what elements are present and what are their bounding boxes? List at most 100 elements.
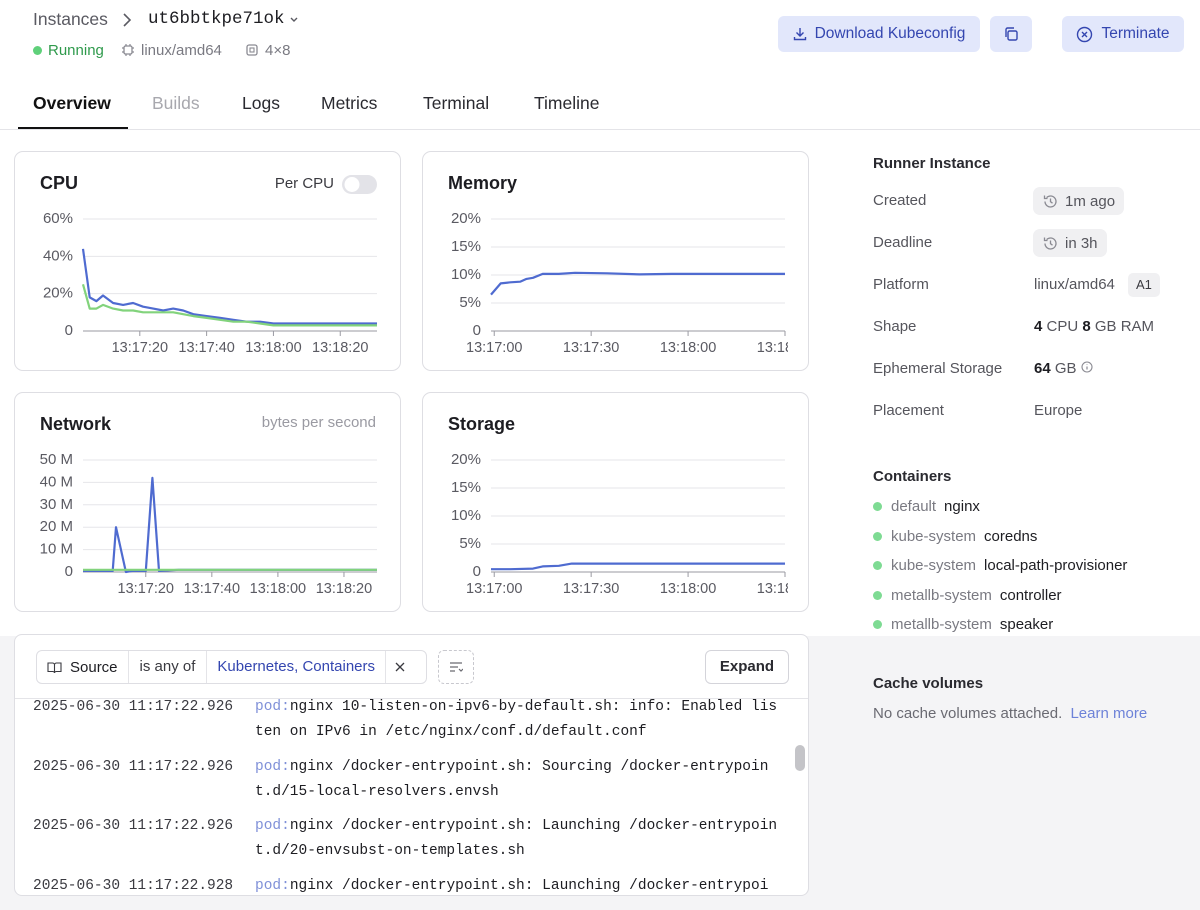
log-kind: pod: [255, 818, 290, 834]
x-tick-label: 13:17:40 [178, 340, 234, 356]
cpu-unit: CPU [1046, 318, 1079, 335]
chart-card: CPU Per CPU 0 20% 40% 60% 13:17:20 13:17:40 13:1… [14, 151, 401, 371]
field-label: Created [873, 192, 927, 209]
book-icon [47, 661, 62, 673]
status-dot [873, 561, 882, 571]
tab: Builds [152, 93, 200, 113]
tab[interactable]: Overview [33, 93, 111, 113]
learn-more-link[interactable]: Learn more [1070, 705, 1148, 722]
log-text: 10-listen-on-ipv6-by-default.sh: info: E… [255, 699, 778, 740]
tab[interactable]: Metrics [321, 93, 378, 113]
field-label: Platform [873, 276, 929, 293]
filter-operator: is any of [129, 651, 208, 683]
instance-dropdown[interactable] [289, 15, 299, 25]
cache-empty: No cache volumes attached. Learn more [873, 704, 1147, 724]
info-icon[interactable] [1081, 361, 1093, 373]
status-dot [33, 46, 42, 55]
chart-title: Network [40, 414, 112, 434]
x-tick-label: 13:17:00 [466, 581, 522, 597]
storage-amount: 64 [1034, 360, 1051, 377]
status-dot [873, 590, 882, 600]
storage-value: 64 GB [1034, 359, 1093, 379]
field-label: Deadline [873, 234, 933, 251]
tab[interactable]: Logs [242, 93, 280, 113]
field-label: Shape [873, 318, 917, 335]
x-tick-label: 13:18:00 [660, 340, 716, 356]
chart: Storage 0 5% 10% 15% 20% 13:17:00 13:17:30 13:18… [448, 414, 788, 597]
container-item: metallb-system speaker [873, 615, 1053, 635]
x-tick-label: 13:18:00 [660, 581, 716, 597]
log-line: 2025-06-30 11:17:22.926 pod:nginx /docker… [15, 814, 791, 864]
filter-field: Source [37, 651, 129, 683]
download-label: Download Kubeconfig [814, 25, 966, 42]
x-tick-label: 13:17:00 [466, 340, 522, 356]
ram-amount: 8 [1082, 318, 1091, 335]
header-divider [0, 129, 1200, 130]
expand-button[interactable]: Expand [705, 650, 789, 684]
y-tick-label: 60% [43, 210, 73, 227]
copy-button[interactable] [990, 16, 1032, 52]
y-tick-label: 15% [451, 238, 481, 255]
containers-title: Containers [873, 468, 952, 485]
breadcrumb-chevron [123, 13, 132, 27]
platform-value: linux/amd64 [1034, 276, 1115, 293]
history-icon [1043, 236, 1057, 250]
terminate-button[interactable]: Terminate [1062, 16, 1184, 52]
y-tick-label: 20% [451, 210, 481, 227]
tab[interactable]: Timeline [534, 93, 600, 113]
log-pod: nginx [289, 699, 334, 715]
chart-title: CPU [40, 173, 78, 193]
x-tick-label: 13:18:20 [316, 581, 372, 597]
container-item: kube-system local-path-provisioner [873, 556, 1127, 576]
y-tick-label: 0 [473, 563, 481, 580]
placement-value: Europe [1034, 402, 1083, 419]
y-tick-label: 20% [43, 285, 73, 302]
x-tick-label: 13:18:00 [245, 340, 301, 356]
container-name: controller [999, 586, 1062, 604]
tab[interactable]: Terminal [423, 93, 490, 113]
container-namespace: kube-system [891, 527, 977, 545]
deadline: in 3h [1065, 234, 1098, 252]
instance-id: ut6bbtkpe71ok [148, 9, 285, 29]
log-line: 2025-06-30 11:17:22.926 pod:nginx /docker… [15, 755, 791, 805]
breadcrumb[interactable]: Instances [33, 9, 108, 29]
chart-card: Network bytes per second 0 10 M 20 M 30 M 40 M… [14, 392, 401, 612]
history-icon [1043, 194, 1057, 208]
log-message: pod:nginx /docker-entrypoint.sh: Sourcin… [255, 755, 779, 805]
y-tick-label: 15% [451, 479, 481, 496]
log-lines: 2025-06-30 11:17:22.926 pod:nginx 10-list… [15, 695, 791, 895]
cpu-icon [246, 44, 258, 56]
log-message: pod:nginx 10-listen-on-ipv6-by-default.s… [255, 695, 779, 745]
field-label: Ephemeral Storage [873, 360, 1003, 377]
download-button[interactable]: Download Kubeconfig [778, 16, 980, 52]
add-filter-button[interactable] [438, 650, 474, 684]
filter-remove[interactable] [386, 661, 414, 673]
chart-title: Memory [448, 173, 517, 193]
y-tick-label: 0 [65, 563, 73, 580]
log-pod: nginx [289, 877, 334, 894]
log-time: 2025-06-30 11:17:22.926 [33, 758, 234, 775]
terminate-label: Terminate [1101, 25, 1170, 42]
terminate-icon [1077, 26, 1093, 42]
toggle-knob [344, 177, 360, 192]
container-namespace: metallb-system [891, 586, 992, 604]
scrollbar-thumb[interactable] [795, 745, 805, 771]
y-tick-label: 10% [451, 507, 481, 524]
chart: CPU Per CPU 0 20% 40% 60% 13:17:20 13:17:40 13:1… [40, 173, 377, 356]
created-chip: 1m ago [1033, 187, 1125, 215]
y-tick-label: 5% [459, 294, 481, 311]
container-name: nginx [944, 498, 980, 515]
filter-chip[interactable]: Source is any of Kubernetes, Containers [36, 650, 427, 684]
y-tick-label: 10 M [40, 541, 73, 558]
deadline-chip: in 3h [1033, 229, 1107, 257]
y-tick-label: 20 M [40, 518, 73, 535]
y-tick-label: 20% [451, 451, 481, 468]
container-namespace: kube-system [891, 557, 977, 575]
active-tab-underline [18, 127, 128, 129]
download-icon [793, 28, 806, 41]
container-item: default nginx [873, 497, 980, 517]
x-tick-label: 13:17:30 [563, 581, 619, 597]
storage-unit: GB [1054, 360, 1077, 377]
x-tick-label: 13:18:20 [312, 340, 368, 356]
log-message: pod:nginx /docker-entrypoint.sh: Launchi… [255, 814, 779, 864]
